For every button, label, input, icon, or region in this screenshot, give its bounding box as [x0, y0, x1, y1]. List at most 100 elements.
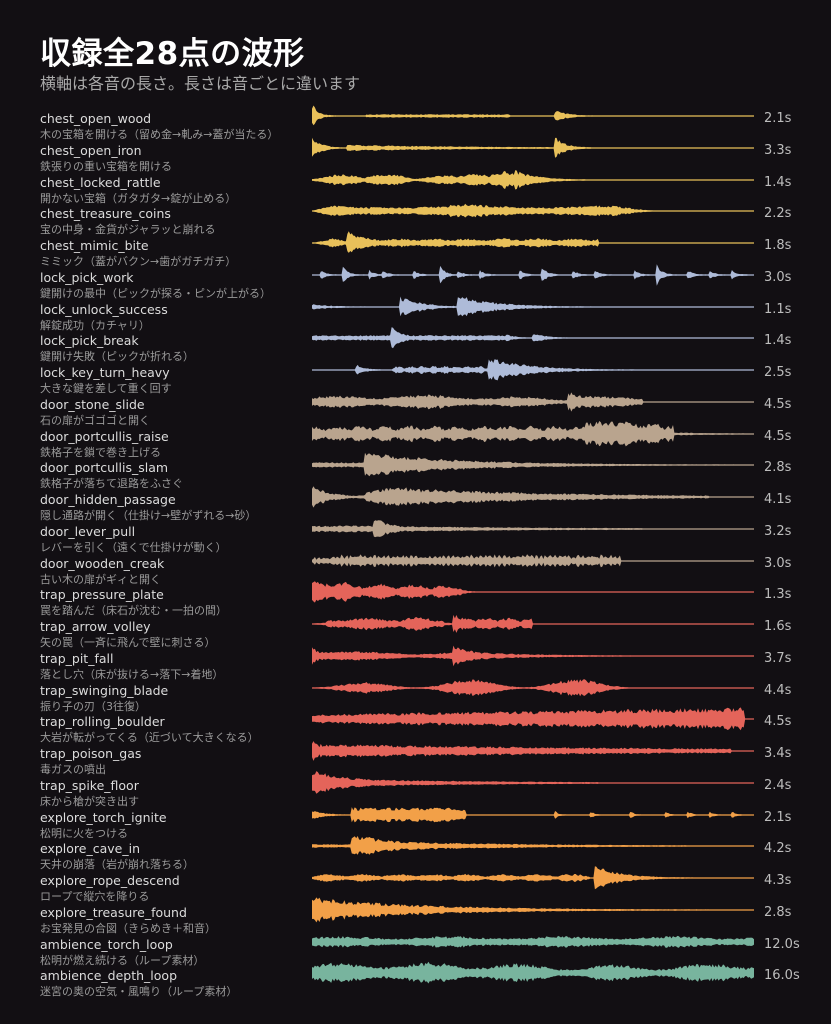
- waveform-lock_unlock_success: [312, 296, 754, 316]
- sound-description: レバーを引く（遠くで仕掛けが動く）: [40, 540, 227, 554]
- waveform-trap_pit_fall: [312, 645, 754, 666]
- sound-id-label: chest_open_iron: [40, 142, 142, 158]
- waveform-row: chest_treasure_coins 宝の中身・金貨がジャラッと崩れる 2.2s: [0, 203, 831, 243]
- waveform-row: lock_pick_break 鍵開け失敗（ピックが折れる） 1.4s: [0, 327, 831, 370]
- waveform-plot: [312, 614, 754, 633]
- waveform-trap_arrow_volley: [312, 614, 754, 633]
- sound-description: ミミック（蓋がバクン→歯がガチガチ）: [40, 255, 237, 268]
- waveform-row: trap_poison_gas 毒ガスの噴出 3.4s: [0, 741, 831, 783]
- sound-id-label: trap_poison_gas: [40, 746, 142, 761]
- duration-label: 1.3s: [764, 587, 792, 603]
- waveform-lock_key_turn_heavy: [312, 359, 754, 381]
- duration-label: 1.6s: [764, 619, 792, 634]
- sound-description: 隠し通路が開く（仕掛け→壁がずれる→砂）: [40, 509, 257, 522]
- waveform-plot: [312, 392, 754, 412]
- sound-description: 天井の崩落（岩が崩れ落ちる）: [40, 858, 194, 872]
- sound-id-label: explore_treasure_found: [40, 904, 187, 920]
- sound-id-label: door_wooden_creak: [40, 555, 165, 571]
- sound-id-label: ambience_torch_loop: [40, 936, 173, 952]
- sound-description: 木の宝箱を開ける（留め金→軋み→蓋が当たる）: [40, 128, 279, 141]
- sound-id-label: trap_pressure_plate: [40, 587, 164, 603]
- sound-id-label: explore_rope_descend: [40, 873, 180, 888]
- sound-description: 松明に火をつける: [40, 826, 128, 840]
- duration-label: 4.5s: [764, 714, 792, 730]
- waveform-door_hidden_passage: [312, 486, 754, 508]
- waveform-row: lock_key_turn_heavy 大きな鍵を差して重く回す 2.5s: [0, 359, 831, 402]
- duration-label: 3.2s: [764, 523, 792, 539]
- sound-description: 宝の中身・金貨がジャラッと崩れる: [40, 223, 216, 237]
- duration-label: 2.2s: [764, 206, 792, 222]
- duration-label: 4.3s: [764, 873, 792, 888]
- duration-label: 1.4s: [764, 333, 792, 349]
- waveform-chest_open_iron: [312, 137, 754, 158]
- waveform-row: door_portcullis_slam 鉄格子が落ちて退路をふさぐ 2.8s: [0, 453, 831, 497]
- waveform-row: ambience_torch_loop 松明が燃え続ける（ループ素材） 12.0s: [0, 935, 831, 974]
- duration-label: 4.2s: [764, 841, 792, 857]
- waveform-chest_treasure_coins: [312, 203, 754, 218]
- waveform-door_stone_slide: [312, 392, 754, 412]
- waveform-row: chest_open_iron 鉄張りの重い宝箱を開ける 3.3s: [0, 137, 831, 180]
- waveform-plot: [312, 553, 754, 567]
- waveform-explore_rope_descend: [312, 866, 754, 890]
- sound-id-label: trap_spike_floor: [40, 777, 139, 793]
- sound-description: ロープで縦穴を降りる: [40, 890, 150, 903]
- sound-description: 床から槍が突き出す: [40, 794, 139, 808]
- waveform-plot: [312, 231, 754, 253]
- waveform-plot: [312, 453, 754, 477]
- sound-description: 松明が燃え続ける（ループ素材）: [40, 953, 205, 967]
- waveform-lock_pick_break: [312, 327, 754, 349]
- duration-label: 2.8s: [764, 460, 792, 476]
- waveform-lock_pick_work: [312, 263, 754, 286]
- waveform-plot: [312, 203, 754, 218]
- waveform-plot: [312, 519, 754, 537]
- duration-label: 12.0s: [764, 936, 800, 952]
- sound-id-label: explore_torch_ignite: [40, 809, 167, 825]
- waveform-trap_poison_gas: [312, 741, 754, 761]
- sound-id-label: lock_pick_break: [40, 333, 139, 349]
- waveform-ambience_depth_loop: [312, 961, 754, 984]
- sound-description: 石の扉がゴゴゴと開く: [40, 413, 150, 427]
- sound-description: 鍵開け失敗（ピックが折れる）: [40, 350, 194, 364]
- sound-id-label: explore_cave_in: [40, 841, 140, 857]
- waveform-row: trap_pressure_plate 罠を踏んだ（床石が沈む・一拍の間） 1.3s: [0, 581, 831, 624]
- waveform-row: trap_swinging_blade 振り子の刃（3往復） 4.4s: [0, 678, 831, 720]
- waveform-row: door_hidden_passage 隠し通路が開く（仕掛け→壁がずれる→砂） 4…: [0, 486, 831, 529]
- sound-description: 鉄格子が落ちて退路をふさぐ: [40, 477, 183, 491]
- waveform-plot: [312, 420, 754, 446]
- waveform-plot: [312, 137, 754, 158]
- sound-id-label: ambience_depth_loop: [40, 968, 178, 984]
- duration-label: 4.1s: [764, 492, 792, 507]
- waveform-plot: [312, 707, 754, 731]
- sound-id-label: chest_open_wood: [40, 111, 152, 126]
- sound-id-label: lock_unlock_success: [40, 301, 168, 317]
- waveform-row: trap_rolling_boulder 大岩が転がってくる（近づいて大きくなる）…: [0, 707, 831, 751]
- waveform-row: trap_arrow_volley 矢の罠（一斉に飛んで壁に刺さる） 1.6s: [0, 614, 831, 656]
- waveform-row: chest_locked_rattle 開かない宝箱（ガタガタ→錠が止める） 1.4…: [0, 169, 831, 212]
- sound-id-label: chest_locked_rattle: [40, 174, 161, 190]
- waveform-row: explore_torch_ignite 松明に火をつける 2.1s: [0, 806, 831, 847]
- sound-description: 鉄格子を鎖で巻き上げる: [40, 445, 161, 459]
- duration-label: 3.7s: [764, 650, 792, 666]
- sound-id-label: door_lever_pull: [40, 523, 136, 539]
- chart-title: 収録全28点の波形: [40, 36, 305, 72]
- duration-label: 4.5s: [764, 396, 792, 412]
- waveform-plot: [312, 486, 754, 508]
- duration-label: 2.5s: [764, 365, 792, 380]
- waveform-row: trap_pit_fall 落とし穴（床が抜ける→落下→着地） 3.7s: [0, 645, 831, 688]
- duration-label: 16.0s: [764, 968, 800, 984]
- waveform-plot: [312, 327, 754, 349]
- duration-label: 2.1s: [764, 111, 792, 126]
- sound-description: 大岩が転がってくる（近づいて大きくなる）: [40, 731, 259, 745]
- waveform-explore_torch_ignite: [312, 806, 754, 822]
- sound-id-label: trap_pit_fall: [40, 650, 114, 666]
- waveform-chest_open_wood: [312, 105, 754, 126]
- waveform-plot: [312, 866, 754, 890]
- waveform-chest_locked_rattle: [312, 169, 754, 189]
- waveform-row: explore_treasure_found お宝発見の合図（きらめき＋和音） 2.…: [0, 897, 831, 942]
- sound-description: 鍵開けの最中（ピックが探る・ピンが上がる）: [40, 286, 271, 300]
- sound-id-label: chest_treasure_coins: [40, 206, 171, 222]
- waveform-plot: [312, 581, 754, 603]
- sound-description: 開かない宝箱（ガタガタ→錠が止める）: [40, 191, 237, 205]
- waveform-row: explore_rope_descend ロープで縦穴を降りる 4.3s: [0, 866, 831, 910]
